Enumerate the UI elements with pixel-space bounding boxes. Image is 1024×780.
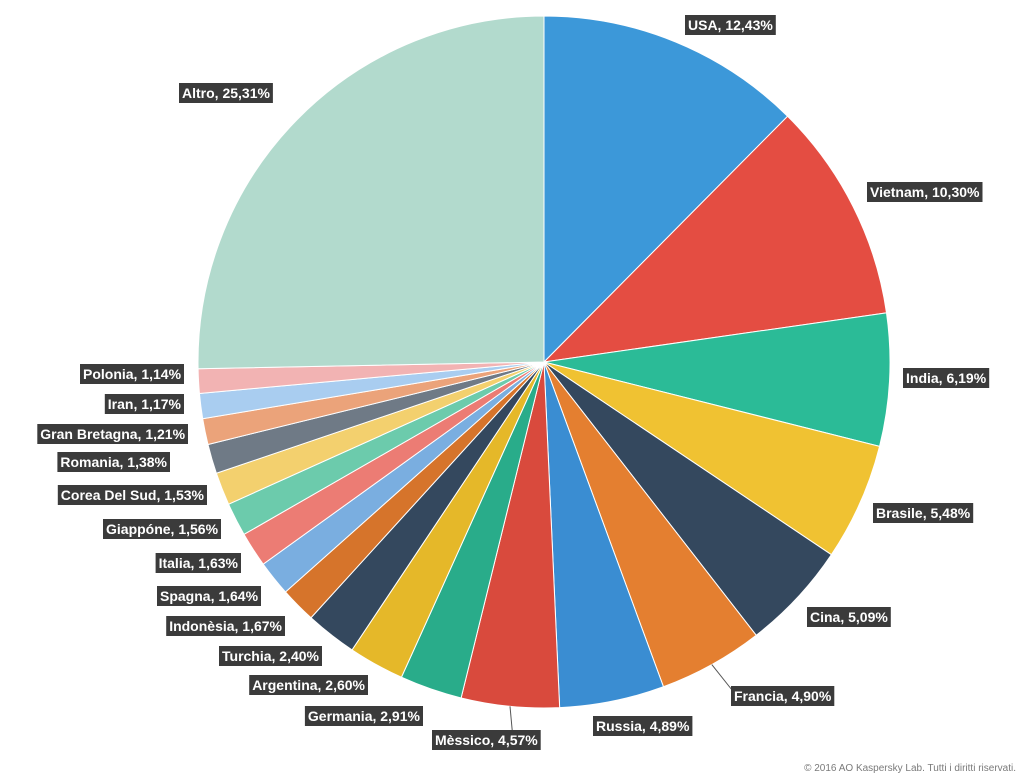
slice-label-13: Italia, 1,63% (155, 553, 241, 573)
slice-label-text-17: Gran Bretagna, 1,21% (40, 426, 185, 442)
slice-label-text-5: Francia, 4,90% (734, 688, 832, 704)
slice-label-19: Polonia, 1,14% (80, 364, 184, 384)
slice-label-box-10 (219, 646, 322, 666)
copyright-footer: © 2016 AO Kaspersky Lab. Tutti i diritti… (804, 763, 1016, 774)
slice-label-20: Altro, 25,31% (179, 83, 273, 103)
slice-label-text-18: Iran, 1,17% (108, 396, 182, 412)
slice-label-box-12 (157, 586, 261, 606)
slice-label-box-14 (103, 519, 221, 539)
slice-label-10: Turchia, 2,40% (219, 646, 322, 666)
slice-label-15: Corea Del Sud, 1,53% (57, 485, 207, 505)
slice-label-8: Germania, 2,91% (304, 706, 423, 726)
pie-slice-1 (542, 115, 888, 363)
slice-label-box-13 (155, 553, 241, 573)
slice-label-box-19 (80, 364, 184, 384)
slice-label-box-9 (249, 675, 368, 695)
slice-label-3: Brasile, 5,48% (873, 503, 974, 523)
slice-label-text-16: Romania, 1,38% (60, 454, 167, 470)
slice-label-7: Mèssico, 4,57% (432, 730, 541, 750)
slice-label-11: Indonèsia, 1,67% (166, 616, 285, 636)
pie-slice-2 (543, 312, 891, 447)
slice-label-text-12: Spagna, 1,64% (160, 588, 259, 604)
slice-label-box-4 (807, 607, 891, 627)
slice-label-text-19: Polonia, 1,14% (83, 366, 182, 382)
slice-label-18: Iran, 1,17% (104, 394, 184, 414)
slice-label-box-11 (166, 616, 285, 636)
slice-label-box-16 (57, 452, 170, 472)
slice-label-text-3: Brasile, 5,48% (876, 505, 971, 521)
slice-label-box-20 (179, 83, 273, 103)
slice-label-9: Argentina, 2,60% (249, 675, 368, 695)
slice-label-text-10: Turchia, 2,40% (222, 648, 320, 664)
slice-label-text-15: Corea Del Sud, 1,53% (61, 487, 205, 503)
slice-label-text-8: Germania, 2,91% (308, 708, 421, 724)
slice-label-text-11: Indonèsia, 1,67% (169, 618, 282, 634)
slice-label-box-15 (57, 485, 207, 505)
pie-slices (197, 15, 891, 709)
slice-label-2: India, 6,19% (903, 368, 990, 388)
pie-slice-20 (197, 15, 545, 370)
slice-label-box-5 (731, 686, 835, 706)
slice-label-text-2: India, 6,19% (906, 370, 987, 386)
slice-label-text-6: Russia, 4,89% (596, 718, 690, 734)
slice-labels: USA, 12,43% Vietnam, 10,30% India, 6,19% Br… (37, 15, 990, 750)
slice-label-4: Cina, 5,09% (807, 607, 891, 627)
slice-label-text-7: Mèssico, 4,57% (435, 732, 538, 748)
slice-label-text-4: Cina, 5,09% (810, 609, 888, 625)
slice-label-box-1 (867, 182, 983, 202)
slice-label-box-17 (37, 424, 188, 444)
slice-label-box-8 (304, 706, 423, 726)
slice-label-box-18 (104, 394, 184, 414)
slice-label-text-0: USA, 12,43% (688, 17, 773, 33)
slice-label-text-13: Italia, 1,63% (159, 555, 239, 571)
slice-label-12: Spagna, 1,64% (157, 586, 261, 606)
slice-label-1: Vietnam, 10,30% (867, 182, 983, 202)
slice-label-0: USA, 12,43% (685, 15, 776, 35)
slice-label-box-2 (903, 368, 990, 388)
slice-label-14: Giappóne, 1,56% (103, 519, 221, 539)
slice-label-text-20: Altro, 25,31% (182, 85, 270, 101)
slice-label-box-0 (685, 15, 776, 35)
slice-label-6: Russia, 4,89% (593, 716, 693, 736)
slice-label-text-14: Giappóne, 1,56% (106, 521, 219, 537)
slice-label-box-7 (432, 730, 541, 750)
slice-label-17: Gran Bretagna, 1,21% (37, 424, 188, 444)
slice-label-box-3 (873, 503, 974, 523)
slice-label-text-9: Argentina, 2,60% (252, 677, 365, 693)
slice-label-box-6 (593, 716, 693, 736)
slice-label-5: Francia, 4,90% (731, 686, 835, 706)
pie-slice-0 (543, 15, 789, 364)
slice-label-16: Romania, 1,38% (57, 452, 170, 472)
slice-label-text-1: Vietnam, 10,30% (870, 184, 980, 200)
